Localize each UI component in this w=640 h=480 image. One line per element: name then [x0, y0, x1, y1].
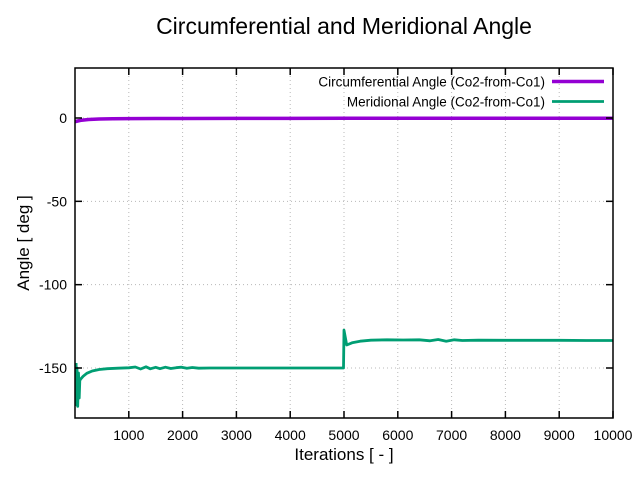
chart-title: Circumferential and Meridional Angle [156, 13, 532, 39]
x-tick-label: 8000 [490, 427, 521, 443]
y-tick-label: -100 [39, 277, 67, 293]
x-tick-label: 2000 [167, 427, 198, 443]
x-tick-label: 5000 [328, 427, 359, 443]
y-tick-label: -50 [47, 193, 67, 209]
x-tick-label: 1000 [113, 427, 144, 443]
y-axis-label: Angle [ deg ] [14, 195, 33, 291]
x-tick-label: 7000 [436, 427, 467, 443]
x-axis-label: Iterations [ - ] [294, 445, 394, 464]
series-line-circumferential [74, 116, 613, 124]
y-tick-label: -150 [39, 360, 67, 376]
x-tick-label: 4000 [275, 427, 306, 443]
legend-label: Meridional Angle (Co2-from-Co1) [347, 95, 545, 110]
x-tick-label: 9000 [544, 427, 575, 443]
x-tick-label: 6000 [382, 427, 413, 443]
series-line-meridional [74, 328, 613, 408]
x-tick-label: 10000 [594, 427, 633, 443]
y-tick-label: 0 [59, 110, 67, 126]
x-tick-label: 3000 [221, 427, 252, 443]
legend-label: Circumferential Angle (Co2-from-Co1) [318, 75, 545, 90]
